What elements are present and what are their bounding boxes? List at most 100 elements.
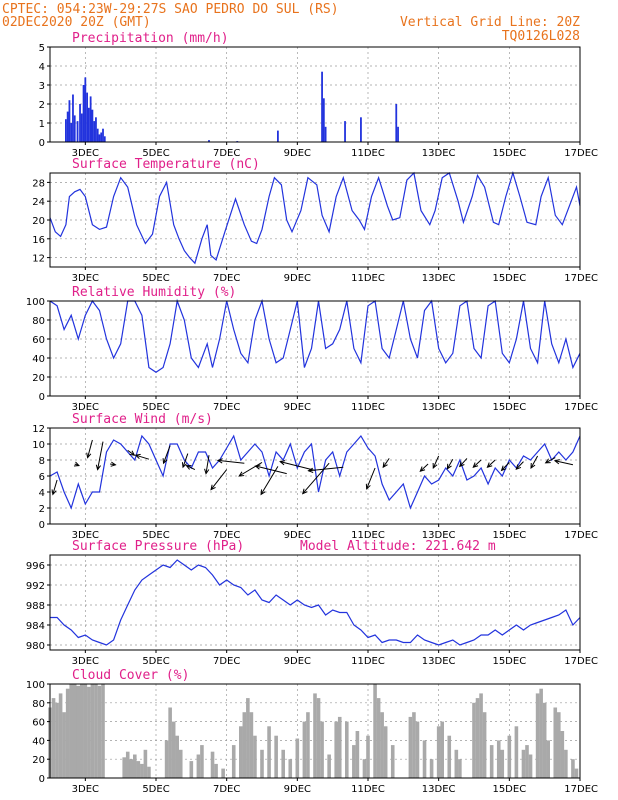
cloud-cover-bar	[355, 731, 360, 778]
cloud-cover-x-tick-label: 13DEC	[422, 784, 456, 795]
wind-arrow	[553, 459, 574, 466]
precipitation-bar	[79, 104, 81, 142]
precipitation-y-tick-label: 1	[39, 119, 45, 130]
wind-arrow	[204, 455, 210, 475]
cloud-cover-bar	[133, 754, 137, 778]
wind-panel: Surface Wind (m/s) 0 2 4 6 8 10 12 3DEC 5DEC 7DEC 9…	[32, 412, 598, 541]
cloud-cover-bar	[415, 721, 420, 778]
cloud-cover-bar	[260, 749, 264, 778]
cloud-cover-bar	[366, 735, 370, 778]
wind-arrow	[365, 467, 376, 490]
cloud-cover-bar	[429, 759, 434, 778]
pressure-x-tick-label: 15DEC	[492, 656, 526, 667]
temperature-x-tick-label: 3DEC	[72, 273, 99, 284]
precipitation-y-tick-label: 3	[39, 81, 45, 92]
precipitation-bar	[397, 126, 399, 142]
cloud-cover-bar	[440, 721, 444, 778]
humidity-y-tick-label: 40	[32, 354, 45, 365]
precipitation-bar	[321, 71, 323, 142]
cloud-cover-x-tick-label: 7DEC	[213, 784, 240, 795]
humidity-x-tick-label: 3DEC	[72, 402, 99, 413]
cloud-cover-bar	[327, 754, 331, 778]
cloud-cover-bar	[500, 749, 505, 778]
pressure-y-tick-label: 980	[26, 641, 45, 652]
precipitation-x-tick-label: 7DEC	[213, 148, 240, 159]
cloud-cover-y-tick-label: 40	[32, 736, 45, 747]
precipitation-bar	[70, 123, 73, 142]
cloud-cover-bar	[373, 684, 377, 778]
humidity-x-tick-label: 9DEC	[284, 402, 311, 413]
cloud-cover-bar	[178, 749, 183, 778]
cloud-cover-bar	[525, 745, 529, 778]
cloud-cover-bar	[564, 749, 568, 778]
humidity-panel: Relative Humidity (%) 0 20 40 60 80 100 3DEC 5DE…	[26, 285, 598, 413]
cloud-cover-bar	[479, 693, 483, 778]
precipitation-bar	[103, 136, 106, 142]
cloud-cover-bar	[539, 688, 543, 778]
temperature-x-tick-label: 11DEC	[351, 273, 385, 284]
humidity-series-line	[49, 298, 581, 374]
pressure-y-tick-label: 996	[26, 561, 45, 572]
temperature-x-tick-label: 5DEC	[142, 273, 169, 284]
cloud-cover-bar	[281, 749, 285, 778]
cloud-cover-bar	[302, 721, 307, 778]
cloud-cover-bar	[171, 721, 176, 778]
cloud-cover-bar	[472, 702, 476, 778]
precipitation-y-tick-label: 5	[39, 43, 45, 54]
wind-arrow	[530, 455, 539, 470]
cloud-cover-bar	[436, 726, 441, 778]
cloud-cover-bar	[274, 735, 278, 778]
precipitation-bar	[277, 130, 279, 142]
cloud-cover-bar	[337, 716, 342, 778]
wind-x-tick-label: 9DEC	[284, 530, 311, 541]
temperature-y-tick-label: 16	[32, 235, 45, 246]
wind-arrow	[73, 461, 81, 467]
precipitation-bar	[84, 77, 87, 142]
wind-arrow	[307, 466, 344, 473]
cloud-cover-bar	[76, 685, 81, 778]
cloud-cover-bar	[313, 693, 317, 778]
cloud-cover-bar	[122, 757, 126, 778]
cloud-cover-bar	[83, 684, 88, 778]
cloud-cover-bar	[101, 684, 105, 778]
precipitation-x-tick-label: 13DEC	[422, 148, 456, 159]
temperature-x-tick-label: 17DEC	[564, 273, 598, 284]
cloud-cover-bar	[320, 721, 324, 778]
humidity-x-tick-label: 13DEC	[422, 402, 456, 413]
temperature-y-tick-label: 24	[32, 197, 45, 208]
cloud-cover-bar	[574, 768, 579, 778]
precipitation-bar	[89, 96, 92, 142]
cloud-cover-bar	[514, 726, 519, 778]
wind-arrow	[162, 445, 171, 465]
wind-arrow	[500, 462, 510, 472]
humidity-frame	[49, 300, 581, 397]
humidity-y-tick-label: 0	[39, 392, 45, 403]
precipitation-bar	[72, 94, 74, 142]
wind-arrow	[95, 441, 104, 471]
pressure-x-tick-label: 3DEC	[72, 656, 99, 667]
cloud-cover-bar	[288, 759, 293, 778]
precipitation-bar	[86, 92, 88, 142]
header-location: CPTEC: 054:23W-29:27S SAO PEDRO DO SUL (…	[2, 2, 339, 17]
cloud-cover-bar	[65, 688, 70, 778]
cloud-cover-bar	[221, 768, 225, 778]
precipitation-bar	[100, 132, 103, 142]
cloud-cover-bar	[164, 740, 169, 778]
precipitation-bar	[91, 109, 94, 142]
wind-x-tick-label: 11DEC	[351, 530, 385, 541]
temperature-y-tick-label: 28	[32, 178, 45, 189]
precipitation-bar	[76, 121, 79, 142]
temperature-y-tick-label: 12	[32, 254, 45, 265]
wind-arrow	[432, 455, 440, 470]
humidity-title: Relative Humidity (%)	[72, 285, 236, 300]
wind-x-tick-label: 3DEC	[72, 530, 99, 541]
cloud-cover-bar	[55, 702, 59, 778]
cloud-cover-panel: Cloud Cover (%) 0 20 40 60 80 100 3DEC 5DEC 7DEC 9…	[26, 668, 598, 795]
precipitation-bar	[395, 104, 398, 142]
wind-arrow	[51, 479, 58, 496]
cloud-cover-bar	[210, 751, 215, 778]
cloud-cover-bar	[447, 735, 452, 778]
cloud-cover-bar	[482, 712, 487, 778]
precipitation-title: Precipitation (mm/h)	[72, 31, 229, 46]
wind-series-line	[49, 434, 581, 510]
